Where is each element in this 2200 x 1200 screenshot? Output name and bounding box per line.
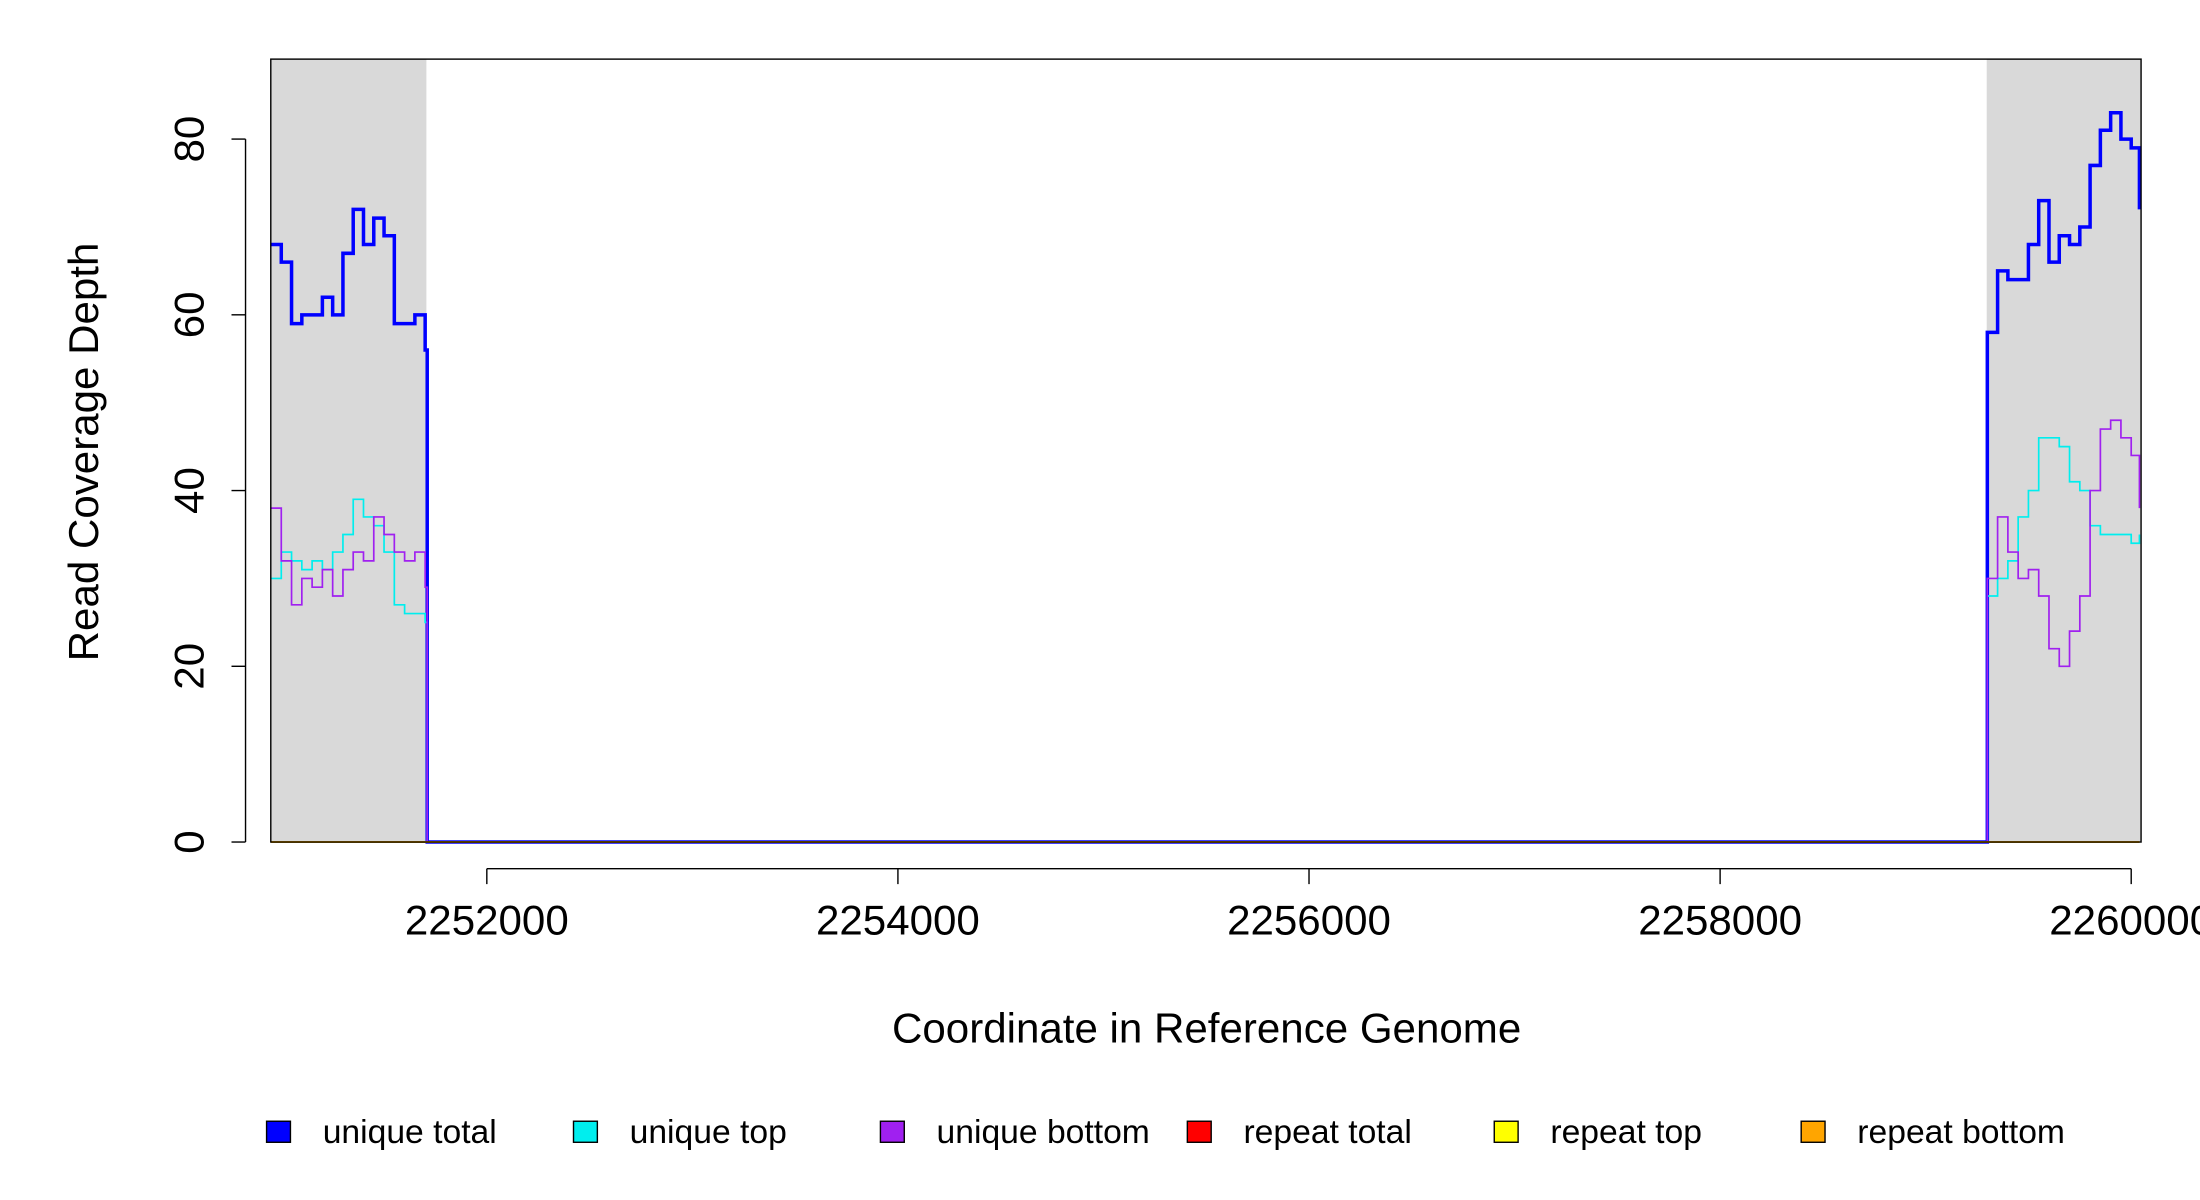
plot-frame (270, 58, 2142, 843)
shaded-region (270, 59, 427, 843)
legend-label: unique total (323, 1114, 497, 1151)
x-tick-label: 2260000 (2049, 897, 2200, 944)
legend-label: repeat bottom (1857, 1114, 2065, 1151)
shaded-region (1986, 59, 2142, 843)
x-tick-label: 2258000 (1638, 897, 1802, 944)
y-tick-label: 0 (165, 830, 212, 853)
series-line (270, 419, 2141, 843)
series-line (270, 436, 2141, 843)
legend: unique total unique top unique bottom repea… (265, 1114, 2065, 1151)
legend-swatch (1800, 1120, 1826, 1143)
series-line (270, 110, 2142, 844)
x-tick-label: 2254000 (816, 897, 980, 944)
legend-label: repeat total (1243, 1114, 1411, 1151)
legend-swatch (572, 1120, 599, 1143)
legend-swatch (265, 1120, 292, 1143)
legend-swatch (879, 1120, 905, 1143)
x-axis-title: Coordinate in Reference Genome (892, 1005, 1521, 1052)
y-tick-label: 80 (165, 116, 212, 163)
y-tick-label: 20 (165, 643, 212, 690)
legend-swatch (1186, 1120, 1212, 1143)
legend-label: unique top (630, 1114, 787, 1151)
legend-label: unique bottom (937, 1114, 1150, 1151)
x-tick-label: 2256000 (1227, 897, 1391, 944)
legend-label: repeat top (1550, 1114, 1702, 1151)
y-tick-label: 60 (165, 291, 212, 338)
x-tick-label: 2252000 (405, 897, 569, 944)
shading (270, 59, 2142, 843)
legend-swatch (1493, 1120, 1519, 1143)
axes: 0 20 40 60 80 2252000 2254000 2256000 2258000 226… (165, 116, 2200, 944)
series-lines (270, 110, 2142, 844)
y-axis-title: Read Coverage Depth (60, 243, 107, 662)
y-tick-label: 40 (165, 467, 212, 514)
